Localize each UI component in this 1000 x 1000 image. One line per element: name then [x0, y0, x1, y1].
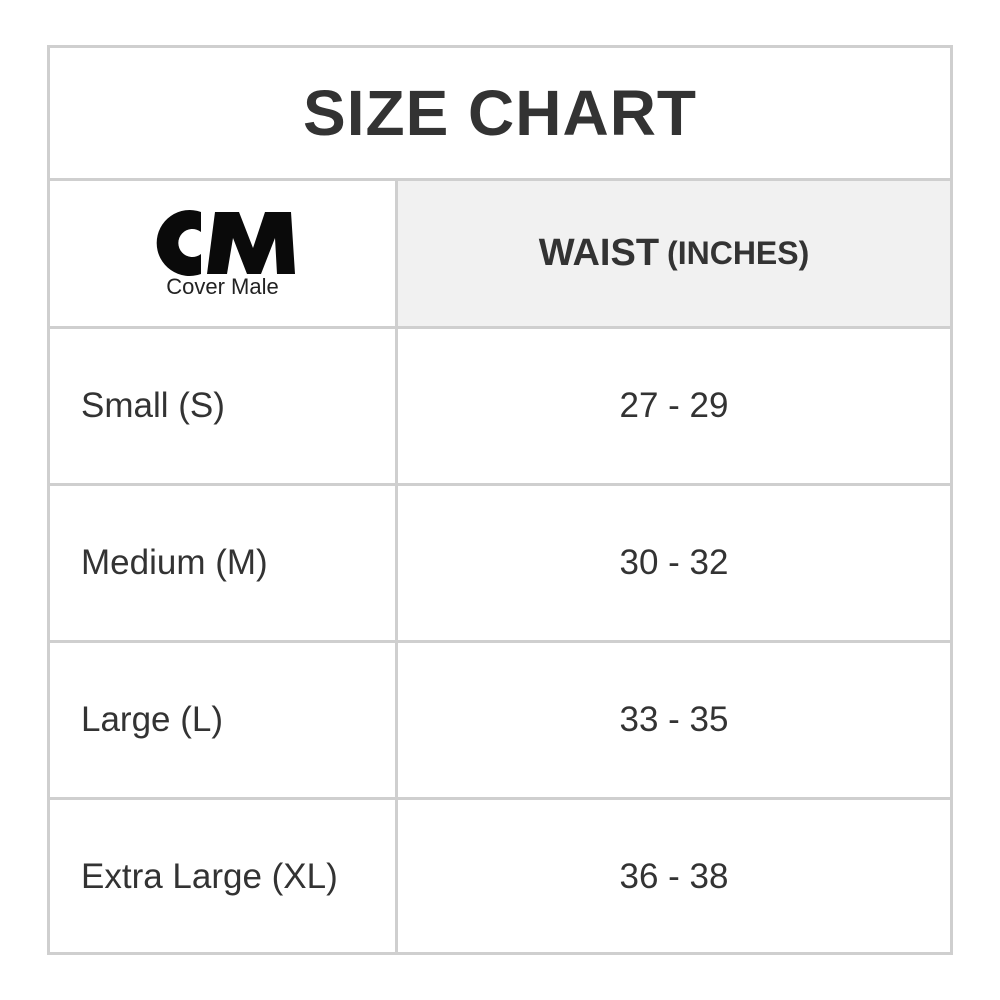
logo-cell: Cover Male	[50, 181, 398, 326]
brand-name: Cover Male	[166, 273, 279, 299]
waist-header: WAIST (INCHES)	[398, 181, 950, 326]
size-cell: Extra Large (XL)	[50, 800, 398, 954]
unit-label: (INCHES)	[667, 235, 810, 271]
waist-cell: 27 - 29	[619, 386, 729, 425]
cm-logo-mark	[156, 209, 295, 276]
brand-logo: Cover Male	[149, 208, 297, 300]
table-row: Small (S) 27 - 29	[50, 329, 950, 486]
size-cell: Medium (M)	[50, 486, 398, 640]
header-row: Cover Male WAIST (INCHES)	[50, 181, 950, 329]
waist-cell: 33 - 35	[619, 700, 729, 739]
waist-cell: 36 - 38	[619, 857, 729, 896]
waist-cell: 30 - 32	[619, 543, 729, 582]
size-cell: Large (L)	[50, 643, 398, 797]
table-row: Extra Large (XL) 36 - 38	[50, 800, 950, 954]
waist-label: WAIST	[538, 232, 660, 274]
size-cell: Small (S)	[50, 329, 398, 483]
table-row: Large (L) 33 - 35	[50, 643, 950, 800]
table-row: Medium (M) 30 - 32	[50, 486, 950, 643]
chart-title: SIZE CHART	[50, 48, 950, 181]
size-chart-table: SIZE CHART Cover Male WAIST (INCHES) Sma…	[47, 45, 953, 955]
